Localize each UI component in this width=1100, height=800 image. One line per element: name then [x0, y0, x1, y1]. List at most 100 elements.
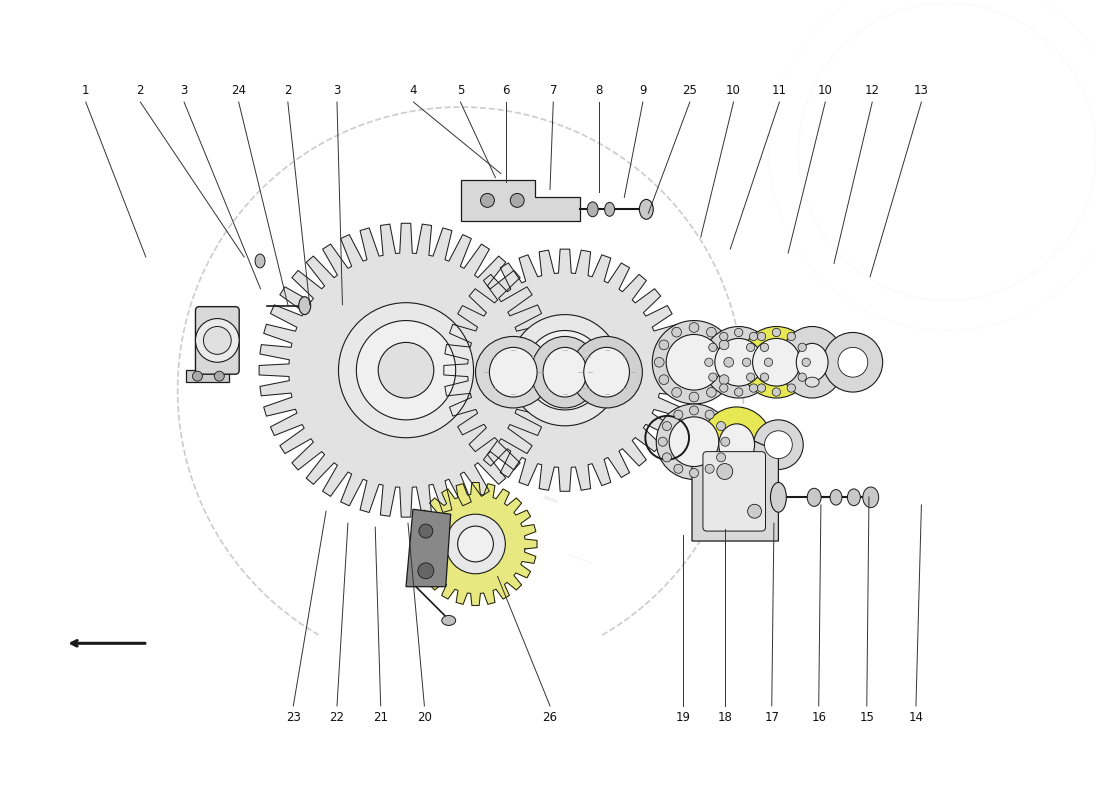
- Circle shape: [749, 384, 758, 392]
- Circle shape: [418, 563, 433, 578]
- Circle shape: [788, 332, 795, 341]
- Circle shape: [754, 420, 803, 470]
- Circle shape: [708, 373, 717, 382]
- Text: 15: 15: [859, 711, 874, 724]
- Ellipse shape: [805, 377, 820, 387]
- Circle shape: [510, 194, 525, 207]
- Text: 9: 9: [639, 84, 647, 97]
- Circle shape: [481, 194, 494, 207]
- Circle shape: [659, 374, 669, 385]
- Circle shape: [748, 504, 761, 518]
- Ellipse shape: [605, 202, 615, 216]
- Circle shape: [764, 358, 772, 366]
- Circle shape: [705, 410, 714, 419]
- Circle shape: [798, 343, 806, 351]
- Circle shape: [654, 358, 664, 367]
- Circle shape: [214, 371, 224, 381]
- Circle shape: [764, 430, 792, 458]
- Polygon shape: [692, 438, 779, 541]
- Circle shape: [752, 338, 801, 386]
- Ellipse shape: [299, 297, 310, 314]
- Circle shape: [652, 321, 736, 404]
- Circle shape: [706, 327, 716, 337]
- Circle shape: [706, 387, 716, 398]
- Ellipse shape: [718, 424, 755, 466]
- Text: 3: 3: [333, 84, 341, 97]
- Circle shape: [716, 422, 726, 430]
- Circle shape: [838, 347, 868, 377]
- Ellipse shape: [255, 254, 265, 268]
- Circle shape: [705, 464, 714, 474]
- Circle shape: [788, 384, 795, 392]
- Text: a passion for parts since 1985: a passion for parts since 1985: [569, 554, 591, 563]
- Circle shape: [674, 410, 683, 419]
- Circle shape: [823, 333, 882, 392]
- Circle shape: [196, 318, 239, 362]
- Circle shape: [690, 469, 698, 478]
- Circle shape: [705, 358, 713, 366]
- Text: 10: 10: [726, 84, 741, 97]
- Polygon shape: [186, 370, 229, 382]
- Text: 11: 11: [772, 84, 786, 97]
- Ellipse shape: [796, 343, 828, 381]
- Circle shape: [719, 374, 729, 385]
- Circle shape: [719, 332, 728, 341]
- Text: 19: 19: [675, 711, 691, 724]
- Polygon shape: [414, 482, 537, 606]
- Ellipse shape: [475, 337, 551, 408]
- Text: 2: 2: [136, 84, 144, 97]
- Polygon shape: [260, 223, 553, 517]
- Text: 21: 21: [373, 711, 388, 724]
- Circle shape: [708, 343, 717, 351]
- Circle shape: [703, 326, 774, 398]
- Text: 10: 10: [817, 84, 833, 97]
- Circle shape: [760, 343, 769, 351]
- Circle shape: [747, 373, 755, 382]
- Circle shape: [419, 524, 432, 538]
- Circle shape: [356, 321, 455, 420]
- Text: 6: 6: [503, 84, 510, 97]
- Ellipse shape: [543, 347, 586, 397]
- Ellipse shape: [442, 615, 455, 626]
- Circle shape: [509, 314, 620, 426]
- Ellipse shape: [830, 490, 842, 505]
- Text: 5: 5: [456, 84, 464, 97]
- Ellipse shape: [587, 202, 598, 217]
- Circle shape: [657, 404, 732, 479]
- Circle shape: [458, 526, 494, 562]
- Circle shape: [672, 327, 682, 337]
- Circle shape: [716, 453, 726, 462]
- Circle shape: [204, 326, 231, 354]
- Text: 26: 26: [542, 711, 558, 724]
- Polygon shape: [461, 179, 580, 222]
- Circle shape: [749, 332, 758, 341]
- Ellipse shape: [701, 407, 772, 482]
- Text: 16: 16: [811, 711, 826, 724]
- Text: 17: 17: [764, 711, 779, 724]
- Circle shape: [719, 384, 728, 392]
- Ellipse shape: [490, 347, 537, 397]
- Circle shape: [735, 328, 743, 337]
- Polygon shape: [406, 510, 451, 586]
- Circle shape: [740, 326, 812, 398]
- Circle shape: [672, 387, 682, 398]
- Text: 24: 24: [231, 84, 246, 97]
- Circle shape: [715, 338, 762, 386]
- Text: 13: 13: [914, 84, 928, 97]
- Circle shape: [720, 437, 729, 446]
- Circle shape: [742, 358, 751, 366]
- Ellipse shape: [847, 489, 860, 506]
- Circle shape: [658, 437, 668, 446]
- Circle shape: [339, 302, 473, 438]
- Text: 22: 22: [330, 711, 344, 724]
- Text: parts: parts: [542, 494, 558, 504]
- Ellipse shape: [531, 337, 598, 408]
- Text: 12: 12: [865, 84, 880, 97]
- Circle shape: [757, 384, 766, 392]
- Ellipse shape: [807, 488, 821, 506]
- Circle shape: [662, 453, 671, 462]
- Text: 2: 2: [284, 84, 292, 97]
- FancyBboxPatch shape: [196, 306, 239, 374]
- Circle shape: [802, 358, 811, 366]
- Text: 20: 20: [417, 711, 432, 724]
